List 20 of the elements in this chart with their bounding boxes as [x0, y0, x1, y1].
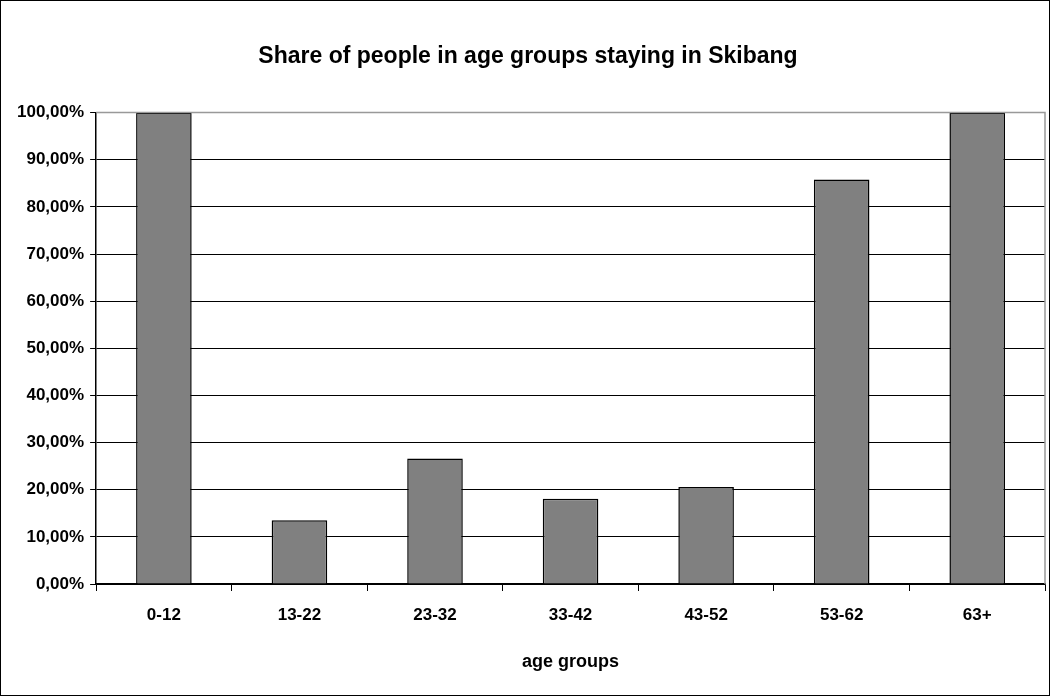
x-tick-label: 43-52	[684, 604, 728, 624]
x-tick-label: 23-32	[413, 604, 457, 624]
y-tick-label: 30,00%	[26, 432, 85, 452]
y-tick-label: 40,00%	[26, 385, 85, 405]
x-tick-label: 0-12	[146, 604, 181, 624]
x-tick-label: 13-22	[277, 604, 322, 624]
x-tick-label: 63+	[962, 604, 992, 624]
x-tick-label: 33-42	[548, 604, 593, 624]
y-tick-label: 90,00%	[26, 149, 85, 169]
y-tick-label: 70,00%	[26, 243, 85, 263]
y-tick-label: 0,00%	[35, 573, 85, 593]
chart-title: Share of people in age groups staying in Skibang	[258, 42, 798, 69]
x-tick-label: 53-62	[819, 604, 864, 624]
y-tick-label: 20,00%	[26, 479, 85, 499]
y-tick-label: 80,00%	[26, 196, 85, 216]
y-tick-label: 60,00%	[26, 290, 85, 310]
y-tick-label: 100,00%	[16, 102, 85, 122]
x-axis-title: age groups	[522, 651, 620, 672]
y-tick-label: 50,00%	[26, 337, 85, 357]
y-tick-label: 10,00%	[26, 526, 85, 546]
